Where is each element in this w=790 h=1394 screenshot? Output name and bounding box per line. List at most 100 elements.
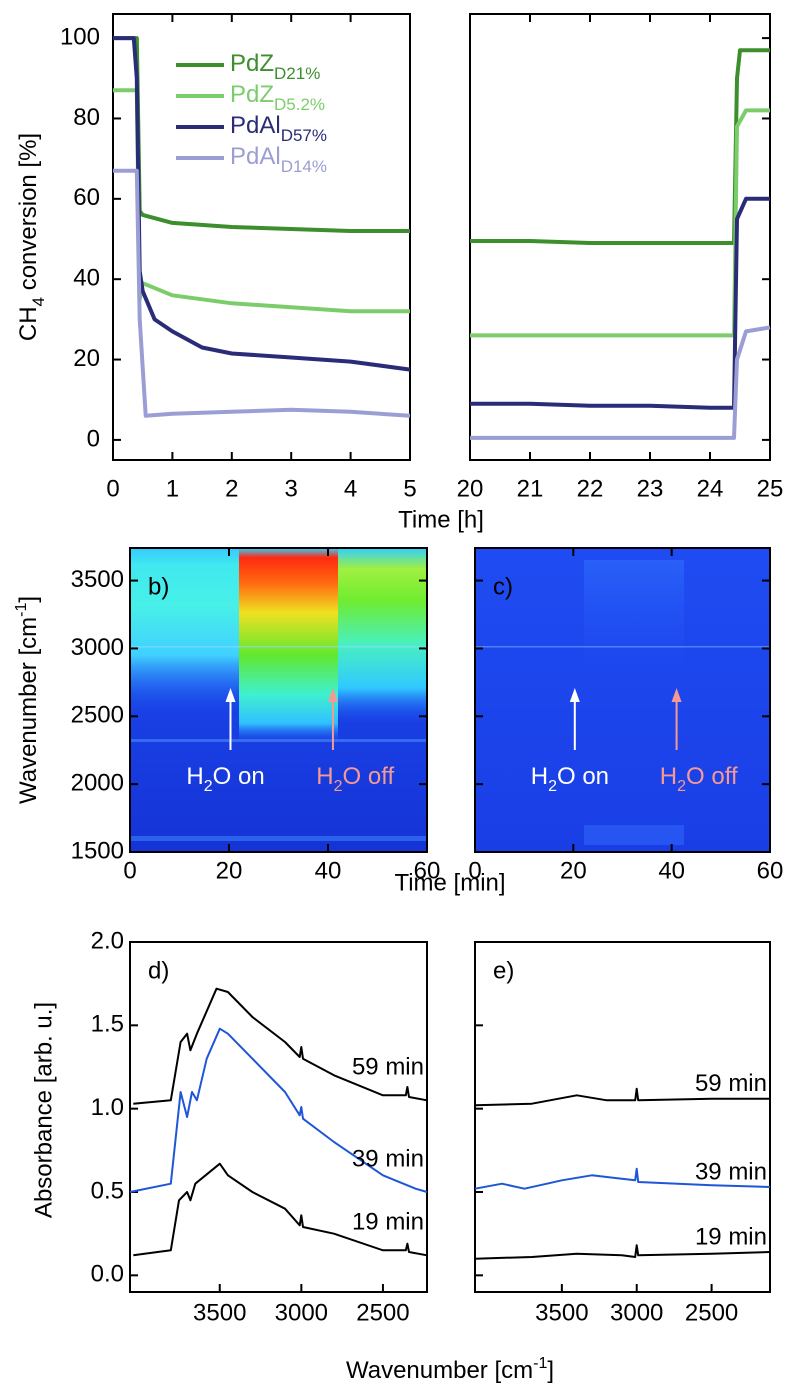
x-tick-label: 4 (344, 475, 357, 502)
x-axis-label-part: -1 (533, 1355, 547, 1372)
y-tick-label: 1500 (71, 837, 124, 864)
y-tick-label: 0 (87, 425, 100, 452)
annotation-label-part: O on (557, 763, 609, 790)
x-tick-label: 24 (697, 475, 724, 502)
x-tick-label: 3500 (193, 1299, 246, 1326)
annotation-label-part: 2 (677, 778, 686, 795)
x-tick-label: 3 (285, 475, 298, 502)
y-tick-label: 1.0 (91, 1094, 124, 1121)
annotation-arrowhead (569, 688, 580, 702)
legend-name: PdAl (230, 112, 281, 139)
legend-label: PdAlD14% (230, 143, 327, 176)
plot-frame (112, 13, 411, 461)
y-tick-label: 2000 (71, 769, 124, 796)
annotation-label-part: O off (686, 763, 738, 790)
heatmap-b (130, 548, 427, 852)
x-tick-label: 20 (457, 475, 484, 502)
x-tick-label: 60 (757, 857, 784, 884)
legend-subscript: D57% (281, 126, 327, 145)
y-tick-label: 2500 (71, 702, 124, 729)
annotation-arrowhead (225, 688, 236, 702)
plot-frame (469, 13, 771, 461)
x-tick-label: 1 (166, 475, 179, 502)
legend-label: PdAlD57% (230, 112, 327, 145)
series-label: 59 min (352, 1054, 424, 1081)
legend-label: PdZD21% (230, 50, 320, 83)
data-line (470, 325, 771, 440)
x-tick-label: 23 (637, 475, 664, 502)
plot-frame (129, 941, 428, 1293)
y-tick-label: 60 (73, 184, 100, 211)
x-tick-label: 0 (123, 857, 136, 884)
series-label: 19 min (352, 1209, 424, 1236)
spectrum (474, 1244, 771, 1260)
annotation-label-part: H (186, 763, 203, 790)
y-axis-label-part: -1 (13, 603, 30, 617)
x-tick-label: 20 (560, 857, 587, 884)
annotation-label-part: 2 (204, 778, 213, 795)
heatmap-line (130, 739, 427, 742)
annotation-label: H2O off (660, 763, 738, 794)
y-axis-label: Absorbance [arb. u.] (30, 1002, 57, 1218)
heatmap-region (584, 825, 684, 845)
x-tick-label: 3000 (610, 1299, 663, 1326)
data-line (470, 108, 770, 338)
heatmap-c (475, 548, 770, 852)
legend-subscript: D5.2% (274, 95, 325, 114)
x-tick-label: 3000 (275, 1299, 328, 1326)
x-tick-label: 25 (757, 475, 784, 502)
y-axis-label-part: CH (15, 306, 42, 341)
x-axis-label: Time [min] (394, 869, 505, 896)
annotation-label-part: 2 (548, 778, 557, 795)
annotation-label-part: H (660, 763, 677, 790)
panel-label: b) (148, 573, 169, 600)
spectrum (133, 987, 428, 1105)
series-label: 59 min (695, 1070, 767, 1097)
y-tick-label: 3500 (71, 566, 124, 593)
annotation-arrowhead (327, 688, 338, 702)
y-tick-label: 2.0 (91, 927, 124, 954)
data-line (113, 36, 411, 372)
plot-frame (474, 547, 771, 853)
y-axis-label: Wavenumber [cm-1] (13, 596, 43, 804)
y-tick-label: 20 (73, 345, 100, 372)
heatmap-line (475, 646, 770, 648)
panel-label: c) (493, 573, 513, 600)
y-axis-label-part: ] (15, 596, 42, 603)
y-axis-label-part: 4 (29, 297, 48, 306)
annotation-label-part: O off (343, 763, 395, 790)
series-label: 39 min (352, 1145, 424, 1172)
annotation-label: H2O on (186, 763, 264, 794)
spectrum (474, 1087, 770, 1107)
y-tick-label: 80 (73, 104, 100, 131)
spectrum (129, 1027, 428, 1193)
heatmap-line (130, 646, 427, 648)
y-axis-label-part: Wavenumber [cm (15, 617, 42, 804)
x-tick-label: 5 (403, 475, 416, 502)
x-tick-label: 40 (315, 857, 342, 884)
x-axis-label: Wavenumber [cm-1] (346, 1355, 554, 1385)
y-tick-label: 0.0 (91, 1261, 124, 1288)
legend-name: PdAl (230, 143, 281, 170)
x-tick-label: 2500 (356, 1299, 409, 1326)
annotation-label-part: 2 (334, 778, 343, 795)
x-axis-label: Time [h] (398, 506, 484, 533)
heatmap-line (130, 836, 427, 841)
x-tick-label: 22 (577, 475, 604, 502)
y-tick-label: 1.5 (91, 1011, 124, 1038)
x-tick-label: 0 (106, 475, 119, 502)
x-tick-label: 2 (225, 475, 238, 502)
x-tick-label: 60 (414, 857, 441, 884)
annotation-label: H2O off (316, 763, 394, 794)
spectrum (474, 1167, 771, 1190)
panel-label: d) (148, 957, 169, 984)
heatmap-region (130, 548, 239, 713)
heatmap-region (338, 548, 427, 723)
legend-subscript: D14% (281, 157, 327, 176)
x-tick-label: 3500 (535, 1299, 588, 1326)
annotation-label-part: H (316, 763, 333, 790)
legend-label: PdZD5.2% (230, 81, 325, 114)
annotation-arrowhead (671, 688, 682, 702)
spectrum (133, 1162, 428, 1257)
